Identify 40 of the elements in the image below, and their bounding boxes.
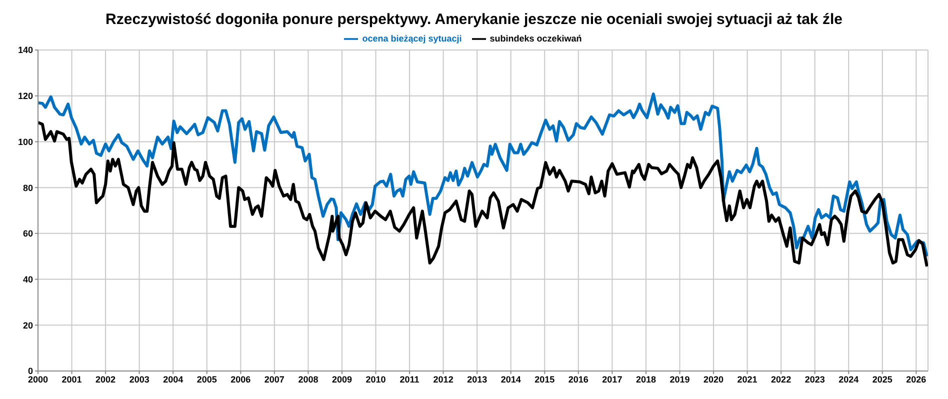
x-tick-label: 2004 <box>163 374 184 384</box>
y-tick-label: 40 <box>22 274 33 284</box>
x-tick-label: 2015 <box>534 374 555 384</box>
x-tick-label: 2026 <box>906 374 926 384</box>
x-tick-label: 2018 <box>636 374 656 384</box>
x-tick-label: 2014 <box>500 374 521 384</box>
x-tick-label: 2022 <box>771 374 792 384</box>
x-tick-label: 2010 <box>366 374 386 384</box>
x-tick-label: 2007 <box>264 374 284 384</box>
x-tick-label: 2005 <box>196 374 217 384</box>
x-tick-label: 2011 <box>400 374 420 384</box>
x-tick-label: 2009 <box>332 374 352 384</box>
x-tick-label: 2017 <box>602 374 622 384</box>
x-tick-label: 2006 <box>230 374 251 384</box>
x-tick-label: 2013 <box>467 374 488 384</box>
line-series <box>38 120 928 268</box>
chart-title: Rzeczywistość dogoniła ponure perspektywy. Amerykanie jeszcze nie oceniali swojej sytuacji aż tak źle <box>104 10 844 30</box>
y-tick-label: 0 <box>28 366 33 376</box>
line-series <box>38 92 928 258</box>
y-tick-label: 100 <box>18 136 33 147</box>
y-tick-label: 140 <box>18 45 33 56</box>
x-tick-label: 2002 <box>96 374 116 384</box>
x-tick-label: 2016 <box>568 374 588 384</box>
x-tick-label: 2001 <box>62 374 82 384</box>
x-tick-label: 2023 <box>804 374 825 384</box>
x-tick-label: 2025 <box>872 374 892 384</box>
legend-label: ocena bieżącej sytuacji <box>362 33 462 44</box>
legend-label: subindeks oczekiwań <box>490 33 582 44</box>
y-tick-label: 120 <box>18 91 33 102</box>
x-tick-label: 2020 <box>704 374 724 384</box>
x-tick-label: 2021 <box>737 374 758 384</box>
x-tick-label: 2024 <box>838 374 859 384</box>
x-tick-label: 2008 <box>298 374 318 384</box>
y-tick-label: 80 <box>22 182 33 193</box>
y-tick-label: 20 <box>22 320 33 330</box>
x-tick-label: 2012 <box>433 374 454 384</box>
y-tick-label: 60 <box>22 228 33 239</box>
x-tick-label: 2000 <box>28 374 48 384</box>
x-tick-label: 2019 <box>670 374 690 384</box>
x-tick-label: 2003 <box>129 374 150 384</box>
